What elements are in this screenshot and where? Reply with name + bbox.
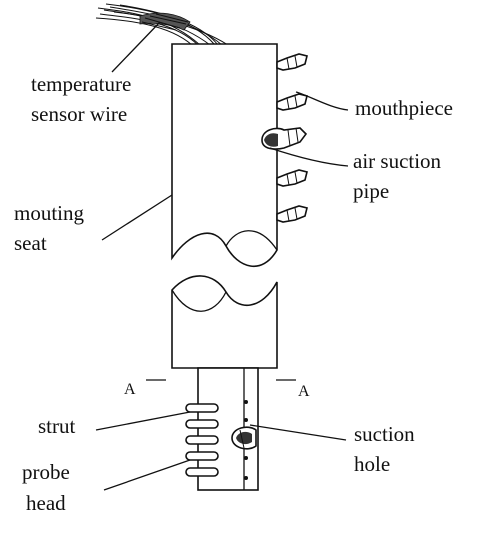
label-suction-hole-line1: suction	[354, 422, 415, 446]
mouthpiece-nozzles	[276, 53, 308, 223]
label-temperature-sensor-wire-line2: sensor wire	[31, 102, 127, 126]
label-air-suction-pipe-line1: air suction	[353, 149, 442, 173]
label-probe-head-line2: head	[26, 491, 66, 515]
label-temperature-sensor-wire-line1: temperature	[31, 72, 131, 96]
label-suction-hole-line2: hole	[354, 452, 390, 476]
label-mouting-seat-line2: seat	[14, 231, 47, 255]
section-label-right: A	[298, 383, 310, 400]
label-strut: strut	[38, 414, 76, 438]
label-mouthpiece: mouthpiece	[355, 96, 453, 120]
mounting-seat-upper	[171, 43, 278, 268]
mounting-seat-lower	[171, 275, 278, 369]
suction-hole	[231, 426, 257, 450]
probe-head-fins	[185, 403, 219, 477]
label-air-suction-pipe-line2: pipe	[353, 179, 389, 203]
label-probe-head-line1: probe	[22, 460, 70, 484]
leader-lines	[95, 21, 349, 491]
air-suction-pipe	[261, 127, 308, 150]
sensor-wire-bundle	[95, 3, 229, 46]
label-mouting-seat-line1: mouting	[14, 201, 85, 225]
section-label-left: A	[124, 381, 136, 398]
